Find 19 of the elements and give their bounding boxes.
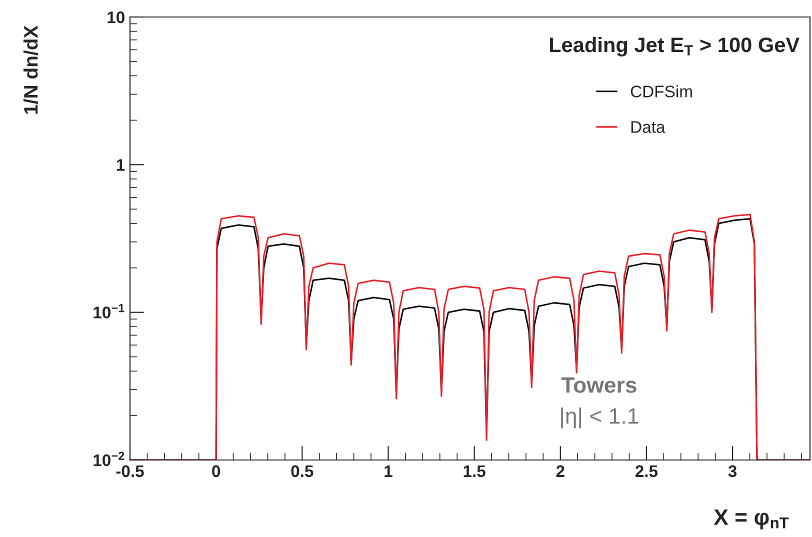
- y-axis-title: 1/N dn/dX: [23, 25, 38, 114]
- legend-label: CDFSim: [630, 85, 692, 98]
- y-tick-label: 10$^{−2}$: [94, 452, 124, 466]
- x-tick-label: 0: [212, 465, 220, 478]
- y-tick-label: 1: [116, 159, 125, 171]
- x-tick-label: 1.5: [464, 465, 486, 478]
- annotation: Towers: [561, 377, 636, 393]
- x-tick-label: 2: [556, 465, 564, 477]
- y-tick-label: 10: [108, 11, 124, 24]
- x-tick-label: 1: [384, 465, 392, 477]
- y-tick-label: 10$^{−1}$: [94, 304, 124, 318]
- x-tick-label: 3: [728, 465, 737, 478]
- text: Leading Jet E$_{T}$ > 100 GeV: [550, 36, 800, 56]
- x-axis-title: X = φ$_{nT}$: [714, 509, 789, 530]
- x-tick-label: 0.5: [291, 465, 314, 478]
- x-tick-label: 2.5: [635, 465, 658, 478]
- x-tick-label: -0.5: [116, 465, 144, 478]
- legend-label: Data: [631, 121, 666, 133]
- annotation: |η| < 1.1: [561, 408, 638, 428]
